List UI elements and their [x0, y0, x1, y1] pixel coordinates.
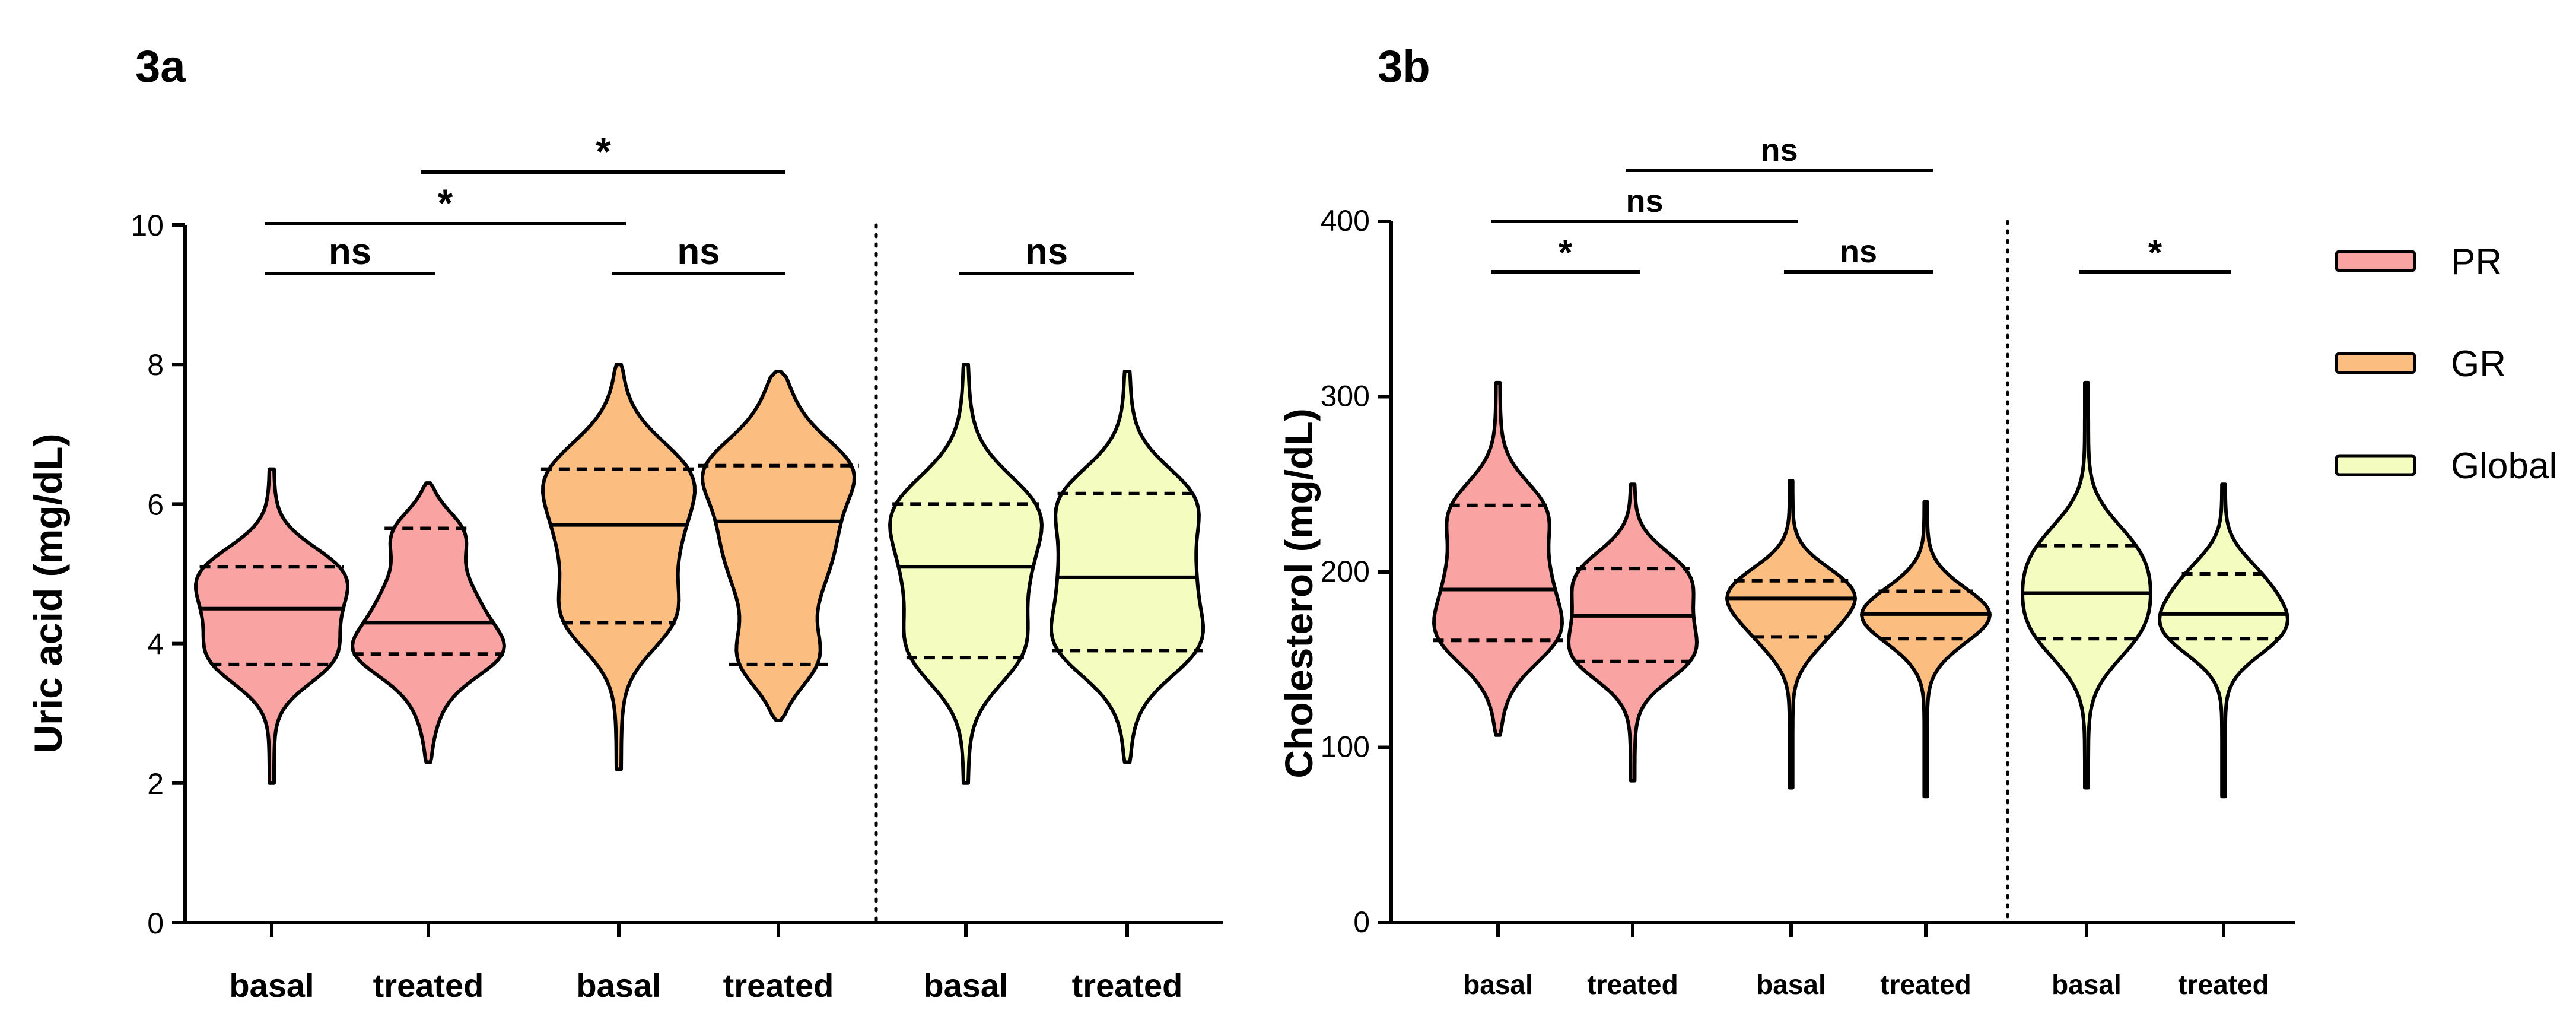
- panel-3a-x-tick-label: treated: [1072, 967, 1183, 1004]
- panel-3a-label: 3a: [135, 42, 186, 92]
- legend-item-gr: GR: [2335, 344, 2506, 385]
- panel-3a-comparison-label: ns: [329, 231, 371, 272]
- panel-3a-violin-gr-basal: [541, 363, 697, 771]
- legend-label-global: Global: [2451, 446, 2557, 487]
- panel-3b-x-tick-label: treated: [2178, 969, 2269, 1000]
- panel-3b-x-tick-label: basal: [1463, 969, 1533, 1000]
- panel-3b-comparison-label: *: [2148, 233, 2162, 272]
- panel-3b-plot: 0 100 200 300 400 basal treated basal treated bas…: [1321, 132, 2295, 1000]
- panel-3a-violin-gr-treated: [701, 370, 856, 722]
- legend-label-pr: PR: [2451, 242, 2502, 282]
- panel-3a-y-tick-label: 8: [147, 348, 164, 382]
- panel-3a-y-tick-label: 0: [147, 907, 164, 940]
- legend-swatch-gr: [2335, 352, 2416, 374]
- panel-3a-x-tick-label: treated: [373, 967, 484, 1004]
- panel-3b-ylabel: Cholesterol (mg/dL): [1277, 408, 1321, 778]
- panel-3b-comparison-label: *: [1559, 233, 1573, 272]
- panel-3a-x-tick-label: basal: [576, 967, 661, 1004]
- legend-label-gr: GR: [2451, 344, 2506, 385]
- panel-3b-x-tick-label: treated: [1587, 969, 1678, 1000]
- panel-3b-comparison-label: ns: [1626, 183, 1663, 219]
- panel-3b-y-tick-label: 100: [1321, 730, 1370, 763]
- panel-3b-y-tick-label: 200: [1321, 555, 1370, 588]
- panel-3a-comparison-label: *: [438, 181, 453, 225]
- panel-3a-y-tick-label: 2: [147, 767, 164, 800]
- legend-swatch-pr: [2335, 250, 2416, 272]
- panel-3a-y-tick-label: 4: [147, 628, 164, 661]
- legend-item-pr: PR: [2335, 242, 2502, 282]
- panel-3a-y-tick-label: 10: [131, 209, 164, 242]
- panel-3a-x-tick-label: basal: [923, 967, 1008, 1004]
- panel-3b-violin-gr-basal: [1725, 479, 1857, 790]
- panel-3a-comparison-label: ns: [1025, 231, 1068, 272]
- panel-3b-x-tick-label: basal: [2052, 969, 2122, 1000]
- panel-3a: 3a Uric acid (mg/dL) 0 2 4 6 8 10 basal treated…: [26, 42, 1223, 1004]
- panel-3a-plot: 0 2 4 6 8 10 basal treated basal treated basal trea…: [131, 129, 1223, 1004]
- panel-3b-y-tick-label: 0: [1353, 906, 1370, 939]
- panel-3b-violin-global-basal: [2021, 380, 2152, 790]
- legend: PR GR Global: [2335, 242, 2557, 487]
- panel-3b-comparison-label: ns: [1760, 132, 1798, 168]
- panel-3a-x-tick-label: treated: [723, 967, 834, 1004]
- panel-3a-ylabel: Uric acid (mg/dL): [26, 433, 70, 753]
- panel-3b-violin-pr-basal: [1432, 380, 1564, 737]
- panel-3b-violin-pr-treated: [1567, 482, 1699, 783]
- panel-3b-y-tick-label: 300: [1321, 379, 1370, 412]
- panel-3b-y-tick-label: 400: [1321, 204, 1370, 237]
- panel-3a-violin-global-basal: [888, 363, 1044, 785]
- panel-3b-comparison-label: ns: [1840, 234, 1877, 269]
- panel-3a-x-tick-label: basal: [229, 967, 314, 1004]
- panel-3a-violin-global-treated: [1050, 370, 1205, 764]
- panel-3a-comparison-label: *: [596, 129, 611, 173]
- panel-3a-y-tick-label: 6: [147, 488, 164, 521]
- panel-3b-label: 3b: [1378, 42, 1430, 92]
- panel-3a-comparison-label: ns: [677, 231, 720, 272]
- panel-3a-violin-pr-basal: [194, 467, 349, 785]
- panel-3b-x-tick-label: basal: [1756, 969, 1826, 1000]
- legend-item-global: Global: [2335, 446, 2557, 487]
- panel-3b-violin-gr-treated: [1860, 500, 1992, 799]
- panel-3b: 3b Cholesterol (mg/dL) 0 100 200 300 400 basa…: [1277, 42, 2295, 1000]
- panel-3b-x-tick-label: treated: [1880, 969, 1971, 1000]
- legend-swatch-global: [2335, 454, 2416, 476]
